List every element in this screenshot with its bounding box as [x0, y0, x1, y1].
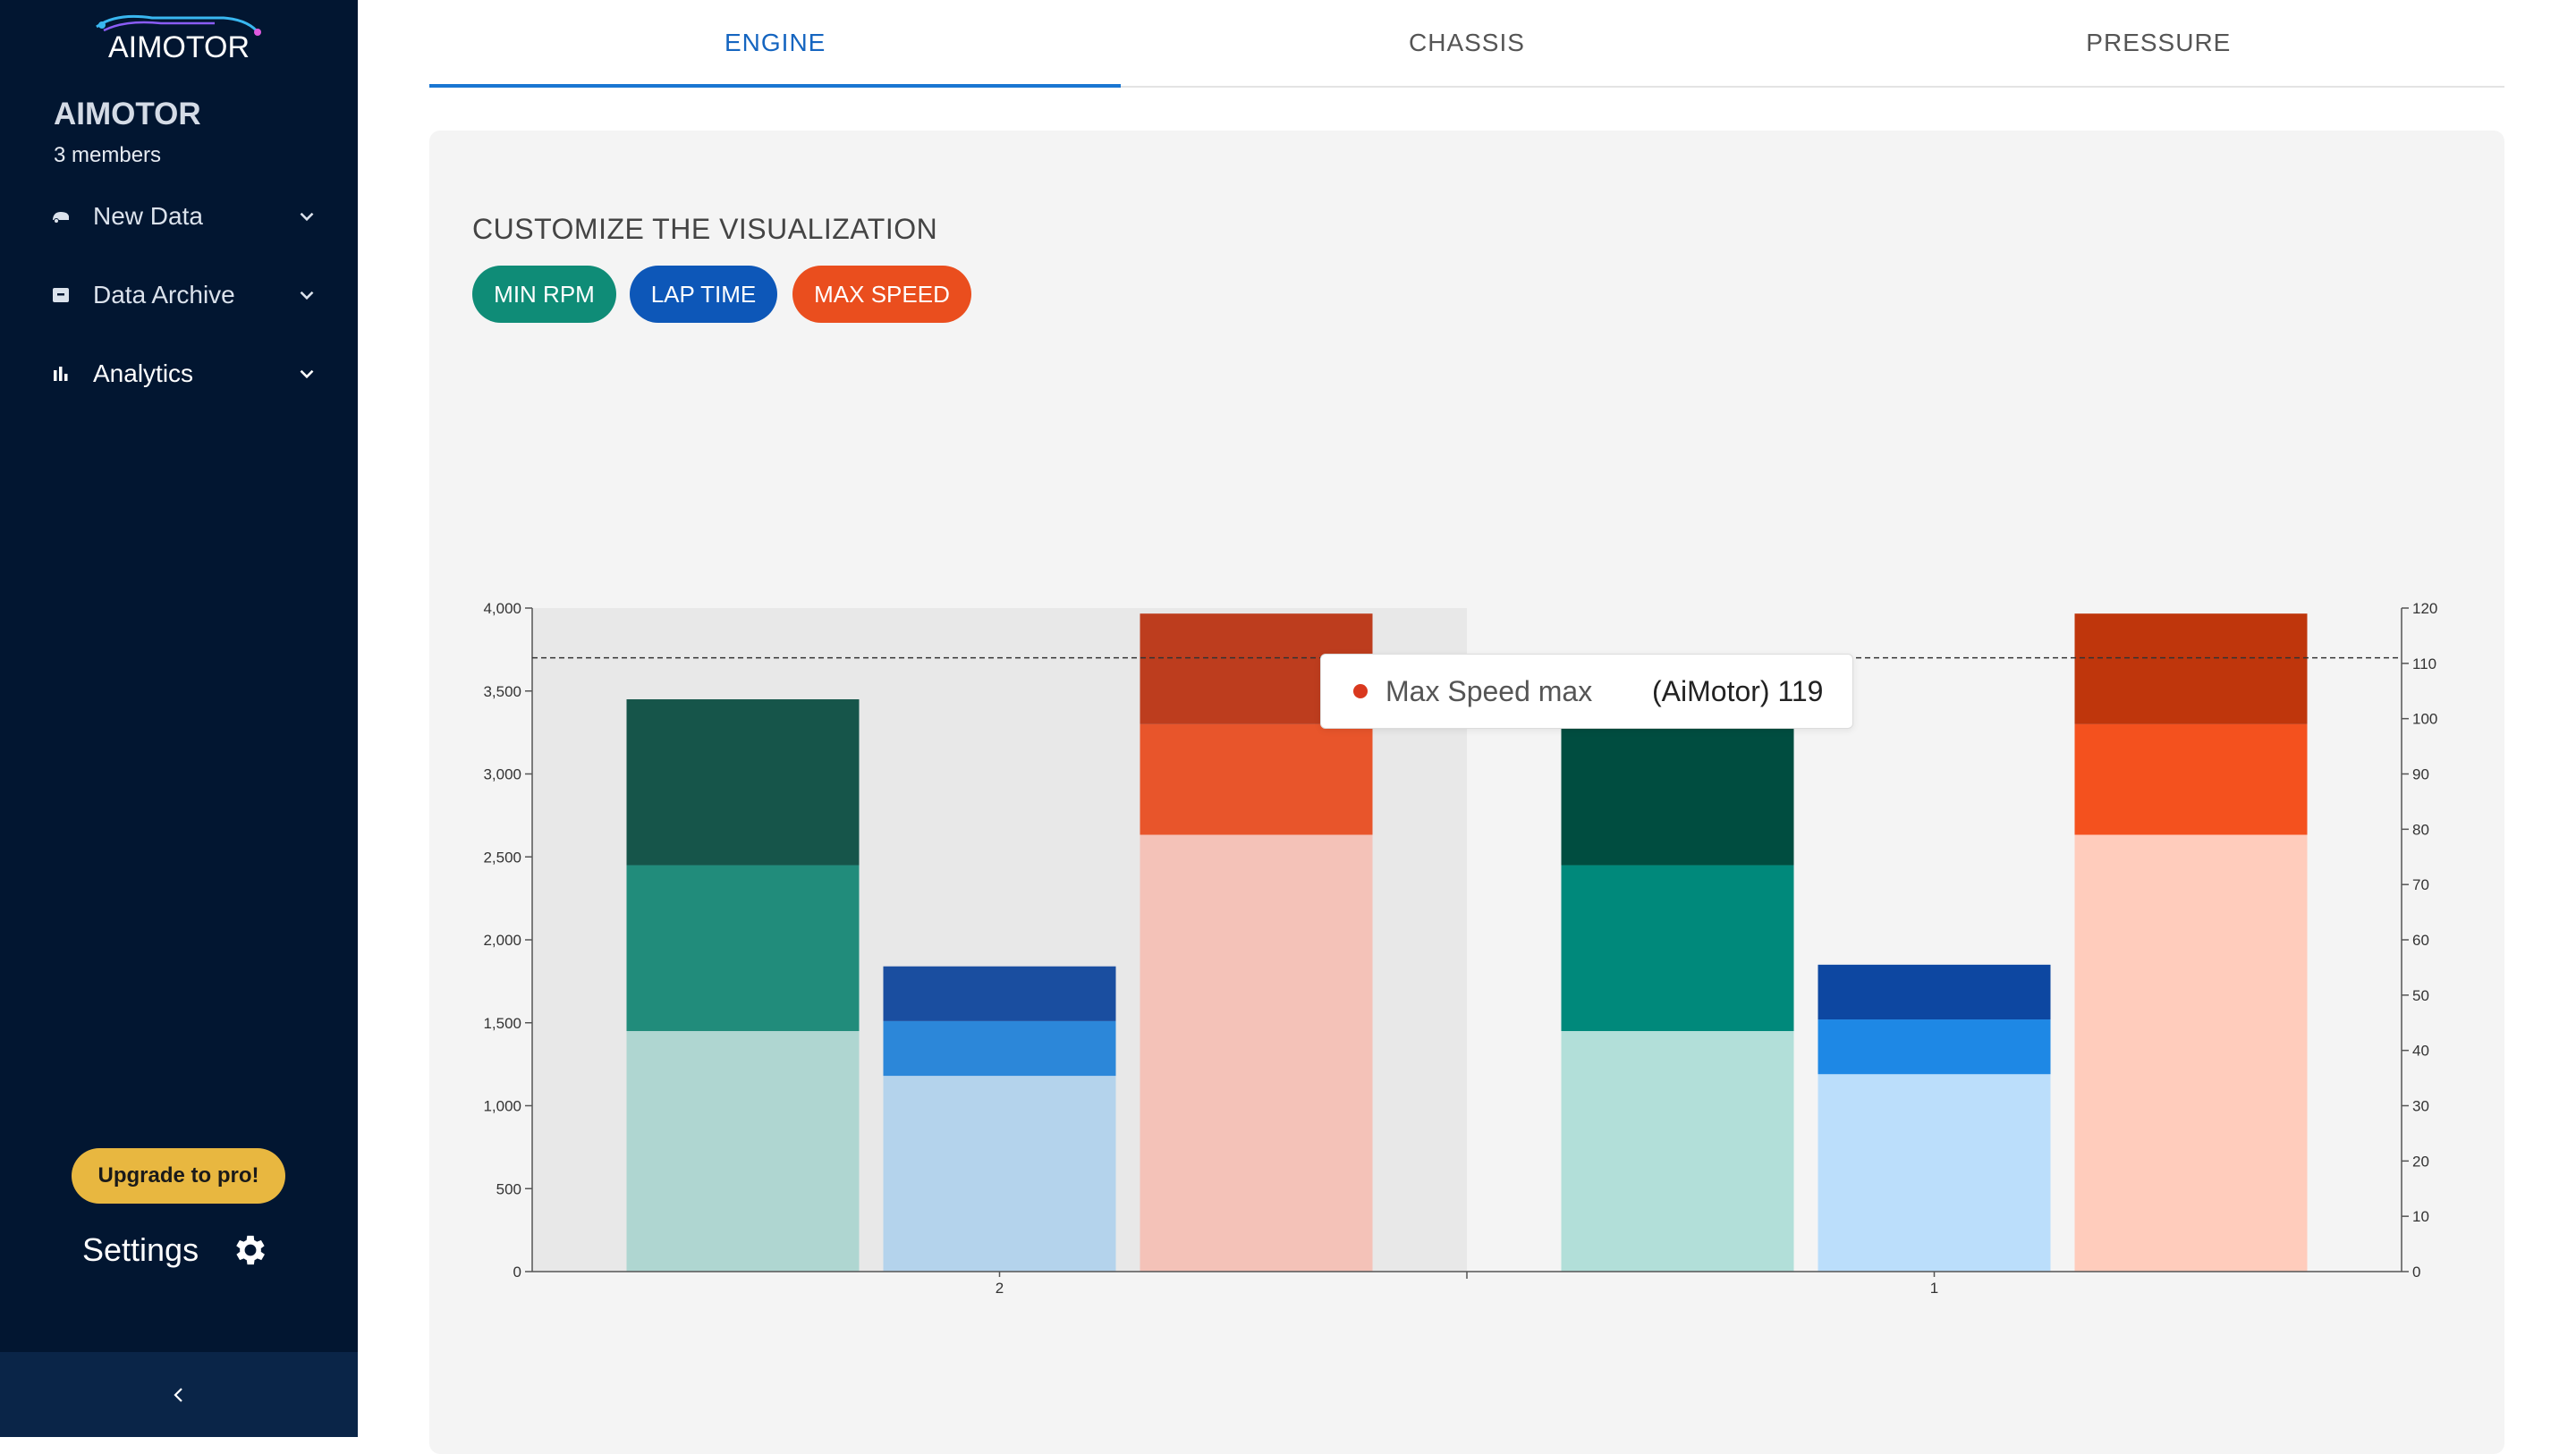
nav-label: Analytics: [93, 359, 194, 387]
right-tick-label: 50: [2412, 987, 2429, 1004]
tab-pressure[interactable]: PRESSURE: [2086, 29, 2232, 56]
chevron-down-icon[interactable]: [295, 205, 318, 228]
tooltip-value: (AiMotor) 119: [1652, 674, 1824, 707]
right-tick-label: 100: [2412, 711, 2437, 728]
archive-icon: [50, 284, 72, 306]
left-tick-label: 2,500: [483, 849, 521, 866]
bar-segment: [626, 865, 860, 1032]
bar-segment: [626, 1031, 860, 1272]
bar-chart-icon: [50, 363, 72, 385]
logo-text: AIMOTOR: [108, 30, 250, 63]
bar-segment: [1818, 1019, 2051, 1075]
car-icon: [50, 206, 72, 227]
bar-segment: [2074, 834, 2308, 1272]
right-tick-label: 0: [2412, 1264, 2420, 1281]
nav-label: Data Archive: [93, 281, 235, 309]
tab-engine[interactable]: ENGINE: [429, 0, 1122, 88]
left-tick-label: 1,000: [483, 1098, 521, 1115]
bar-segment: [883, 1076, 1116, 1272]
chevron-left-icon: [174, 1387, 182, 1402]
bar-segment: [883, 966, 1116, 1021]
nav-new-data[interactable]: New Data: [50, 194, 318, 239]
settings-label: Settings: [82, 1231, 199, 1268]
x-tick-label: 1: [1930, 1280, 1938, 1297]
bar-segment: [1818, 1074, 2051, 1272]
bar-segment: [626, 699, 860, 866]
left-tick-label: 3,000: [483, 766, 521, 783]
right-tick-label: 40: [2412, 1043, 2429, 1060]
max-speed-chip[interactable]: MAX SPEED: [792, 266, 971, 323]
chart-tooltip: Max Speed max (AiMotor) 119: [1320, 654, 1853, 729]
tab-chassis[interactable]: CHASSIS: [1409, 29, 1525, 56]
sidebar-collapse-button[interactable]: [0, 1352, 358, 1437]
bar-segment: [1561, 1031, 1794, 1272]
bar-segment: [1140, 834, 1373, 1272]
left-tick-label: 4,000: [483, 600, 521, 617]
right-tick-label: 60: [2412, 932, 2429, 949]
right-tick-label: 10: [2412, 1208, 2429, 1225]
sidebar: AIMOTOR AIMOTOR 3 members New Data Data …: [0, 0, 358, 1437]
nav-label: New Data: [93, 202, 203, 230]
x-tick-label: 2: [996, 1280, 1004, 1297]
right-tick-label: 110: [2412, 655, 2436, 672]
tooltip-series-dot: [1353, 684, 1368, 698]
nav-analytics[interactable]: Analytics: [50, 351, 318, 396]
right-tick-label: 70: [2412, 876, 2429, 893]
right-tick-label: 30: [2412, 1098, 2429, 1115]
tooltip-label: Max Speed max: [1385, 674, 1593, 707]
min-rpm-chip[interactable]: MIN RPM: [472, 266, 616, 323]
chevron-down-icon[interactable]: [295, 362, 318, 385]
bar-segment: [2074, 723, 2308, 835]
chevron-down-icon[interactable]: [295, 283, 318, 307]
nav-data-archive[interactable]: Data Archive: [50, 273, 318, 317]
left-tick-label: 1,500: [483, 1015, 521, 1032]
left-tick-label: 0: [513, 1264, 521, 1281]
bar-segment: [1818, 964, 2051, 1020]
team-name: AIMOTOR: [54, 97, 201, 131]
tab-bar: ENGINE CHASSIS PRESSURE: [429, 0, 2504, 88]
aimotor-logo[interactable]: AIMOTOR: [89, 7, 268, 63]
bar-segment: [1561, 865, 1794, 1032]
upgrade-button[interactable]: Upgrade to pro!: [72, 1148, 285, 1204]
right-tick-label: 90: [2412, 766, 2429, 783]
lap-time-chip[interactable]: LAP TIME: [630, 266, 777, 323]
left-tick-label: 2,000: [483, 932, 521, 949]
customize-title: CUSTOMIZE THE VISUALIZATION: [472, 213, 938, 245]
right-tick-label: 20: [2412, 1153, 2429, 1170]
bar-segment: [2074, 613, 2308, 724]
left-tick-label: 500: [496, 1180, 521, 1197]
engine-bar-chart: 0 500 1,000 1,500 2,000 2,500 3,000 3,500 4,000 0…: [483, 600, 2437, 1297]
bar-segment: [883, 1020, 1116, 1077]
team-members-count: 3 members: [54, 143, 162, 167]
right-tick-label: 80: [2412, 821, 2429, 838]
right-tick-label: 120: [2412, 600, 2437, 617]
bar-segment: [1140, 723, 1373, 835]
left-tick-label: 3,500: [483, 683, 521, 700]
gear-icon[interactable]: [231, 1230, 270, 1270]
settings-link[interactable]: Settings: [82, 1230, 270, 1270]
